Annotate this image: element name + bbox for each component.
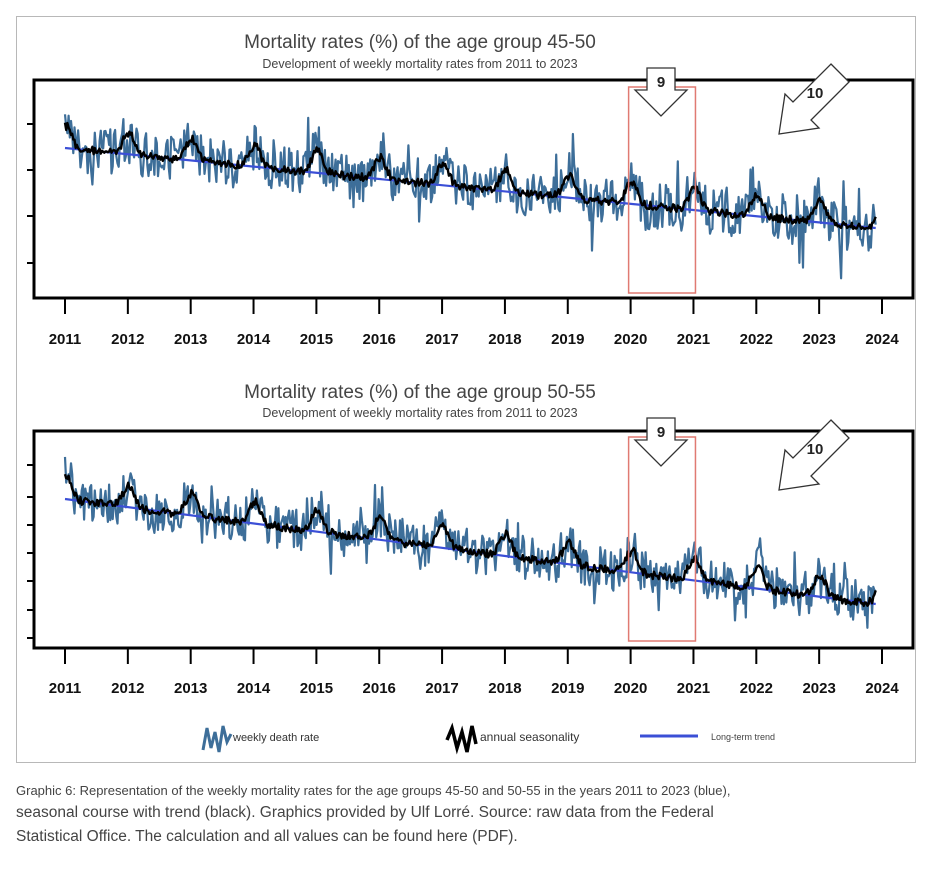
x-tick-label-2024: 2024: [865, 331, 899, 348]
x-tick-label-2024: 2024: [865, 680, 899, 697]
annotation-9-arrow: [633, 417, 689, 467]
annotation-10-label: 10: [807, 441, 824, 458]
x-tick-label-2020: 2020: [614, 331, 647, 348]
plot-frame: [32, 429, 915, 650]
chart-2-50-55: 9 10 2011 2012 2013 2014 2015 2016 2017 2018 2019 2…: [27, 417, 915, 697]
x-tick-label-2023: 2023: [802, 680, 835, 697]
caption-line-1: Graphic 6: Representation of the weekly …: [16, 783, 731, 798]
figure-caption: Graphic 6: Representation of the weekly …: [16, 782, 896, 849]
x-tick-label-2022: 2022: [740, 331, 773, 348]
annotation-9-arrow: [633, 67, 689, 117]
legend-weekly-label: weekly death rate: [232, 732, 319, 744]
legend-trend-label: Long-term trend: [711, 732, 775, 742]
x-tick-label-2014: 2014: [237, 331, 271, 348]
annotation-10-arrow: [778, 63, 850, 135]
annotation-9-label: 9: [657, 424, 665, 441]
annotation-9-label: 9: [657, 74, 665, 91]
x-tick-label-2018: 2018: [488, 331, 521, 348]
x-tick-label-2013: 2013: [174, 331, 207, 348]
x-tick-label-2016: 2016: [363, 331, 396, 348]
chart-2-title: Mortality rates (%) of the age group 50-…: [244, 382, 596, 403]
plot-frame: [32, 78, 915, 300]
x-tick-label-2017: 2017: [425, 331, 458, 348]
x-tick-label-2013: 2013: [174, 680, 207, 697]
chart-1-subtitle: Development of weekly mortality rates fr…: [262, 57, 578, 71]
caption-line-2: seasonal course with trend (black). Grap…: [16, 803, 714, 821]
legend-seasonal-label: annual seasonality: [480, 730, 579, 744]
annotation-10-label: 10: [807, 85, 824, 102]
series-annual-seasonality: [63, 473, 877, 608]
x-tick-label-2022: 2022: [740, 680, 773, 697]
x-tick-label-2020: 2020: [614, 680, 647, 697]
x-tick-label-2021: 2021: [677, 331, 710, 348]
x-tick-label-2011: 2011: [49, 331, 82, 348]
x-tick-label-2017: 2017: [425, 680, 458, 697]
caption-line-3: Statistical Office. The calculation and …: [16, 827, 518, 845]
x-tick-label-2018: 2018: [488, 680, 521, 697]
chart-2-subtitle: Development of weekly mortality rates fr…: [262, 406, 578, 420]
legend-weekly-swatch: [201, 725, 233, 753]
x-tick-label-2011: 2011: [49, 680, 82, 697]
legend: weekly death rate annual seasonality Lon…: [201, 722, 775, 755]
x-tick-label-2016: 2016: [363, 680, 396, 697]
x-tick-label-2019: 2019: [551, 331, 584, 348]
x-tick-label-2012: 2012: [111, 680, 144, 697]
legend-seasonal-swatch: [445, 722, 478, 755]
x-tick-label-2019: 2019: [551, 680, 584, 697]
chart-1-title: Mortality rates (%) of the age group 45-…: [244, 32, 596, 53]
plot-area: [63, 114, 877, 280]
plot-area: [63, 456, 877, 629]
series-weekly-death-rate: [63, 456, 877, 629]
annotation-10-arrow: [778, 419, 850, 491]
series-annual-seasonality: [63, 121, 877, 231]
x-tick-label-2014: 2014: [237, 680, 271, 697]
x-tick-label-2023: 2023: [802, 331, 835, 348]
figure-frame: [16, 16, 916, 763]
x-tick-label-2012: 2012: [111, 331, 144, 348]
x-tick-label-2021: 2021: [677, 680, 710, 697]
chart-1-45-50: 9 10 2011 2012 2013 2014 2015 2016 2017 2018 2019 2…: [27, 63, 915, 348]
x-tick-label-2015: 2015: [300, 331, 333, 348]
x-tick-label-2015: 2015: [300, 680, 333, 697]
annotation-9-box: [627, 436, 697, 642]
